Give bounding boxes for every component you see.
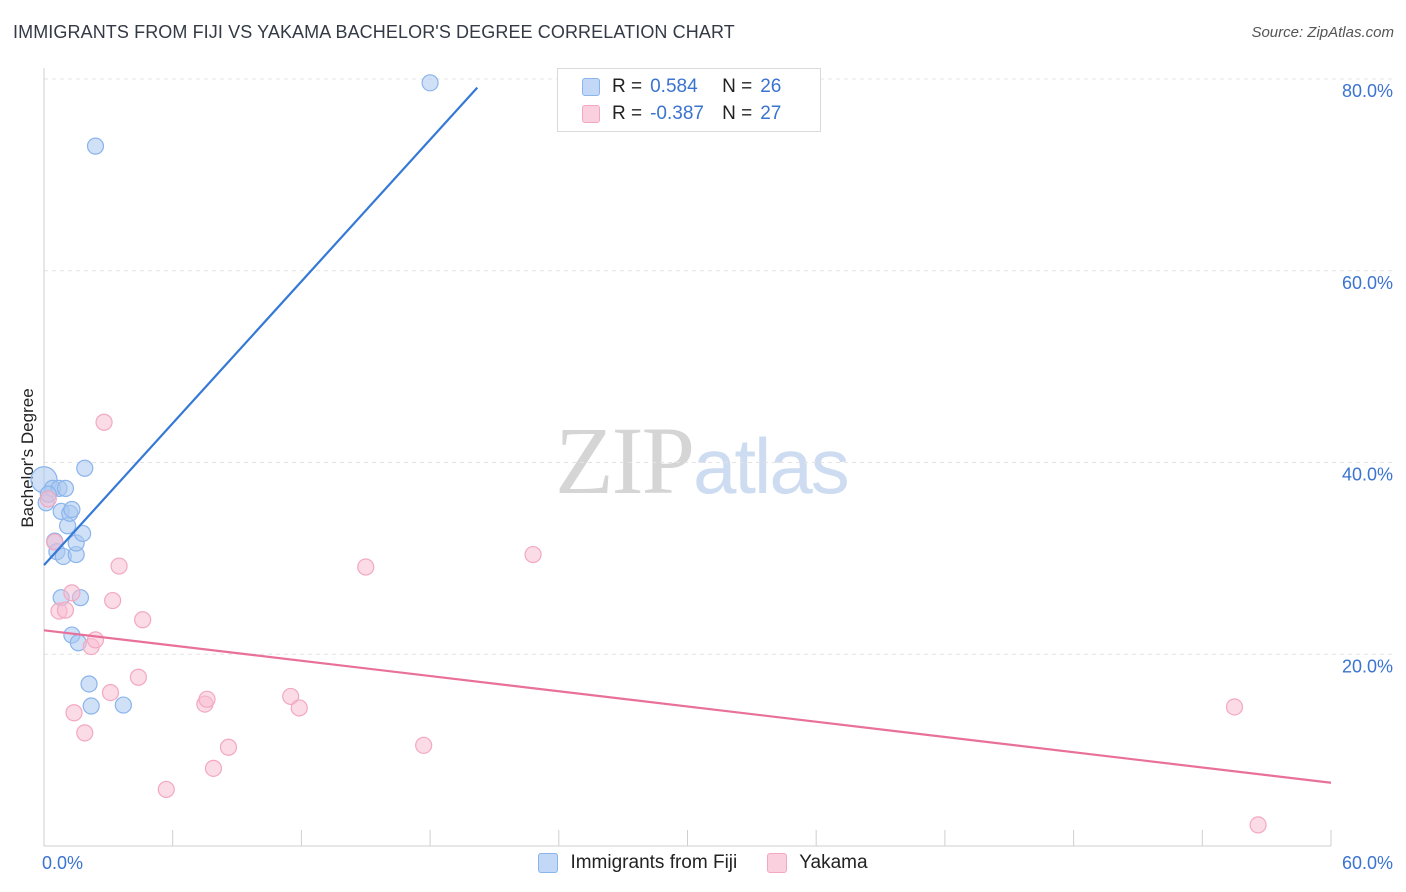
fiji-swatch: [582, 78, 600, 96]
yakama-point-24: [524, 545, 542, 564]
y-tick-label-80: 80.0%: [1342, 81, 1393, 101]
yakama-point-21: [290, 699, 308, 717]
yakama-point-5: [65, 704, 83, 722]
fiji-trend-line: [43, 86, 479, 566]
yakama-point-10: [101, 683, 120, 702]
fiji-point-24: [421, 74, 439, 92]
yakama-point-25: [1225, 698, 1244, 716]
yakama-point-3: [56, 601, 75, 619]
yakama-point-9: [95, 413, 113, 431]
x-tick-label-max: 60.0%: [1342, 853, 1393, 873]
legend-fiji-label: Immigrants from Fiji: [570, 852, 738, 873]
fiji-r-label: R =: [612, 76, 643, 97]
yakama-point-0: [39, 490, 57, 508]
fiji-point-18: [74, 524, 92, 543]
yakama-r-value: -0.387: [650, 103, 704, 124]
y-tick-label-20: 20.0%: [1342, 656, 1393, 676]
chart-title: IMMIGRANTS FROM FIJI VS YAKAMA BACHELOR'…: [13, 22, 735, 42]
yakama-point-12: [110, 557, 128, 575]
yakama-point-4: [63, 584, 81, 602]
fiji-n-label: N =: [722, 76, 753, 97]
source-label: Source: ZipAtlas.com: [1251, 24, 1394, 41]
fiji-n-value: 26: [760, 76, 782, 97]
yakama-point-1: [46, 533, 64, 551]
series-legend: Immigrants from Fiji Yakama: [0, 852, 1406, 874]
yakama-point-6: [76, 724, 94, 742]
yakama-swatch: [582, 105, 600, 123]
x-tick-label-min: 0.0%: [42, 853, 83, 873]
yakama-point-23: [415, 736, 433, 754]
correlation-legend: R = 0.584 N = 26 R = -0.387 N = 27: [557, 68, 821, 132]
legend-row-yakama: R = -0.387 N = 27: [582, 101, 781, 127]
yakama-n-value: 27: [760, 103, 782, 124]
yakama-point-17: [198, 690, 216, 708]
yakama-point-26: [1249, 816, 1267, 834]
fiji-point-23: [114, 696, 132, 714]
fiji-point-22: [86, 137, 105, 155]
yakama-point-8: [86, 631, 105, 649]
yakama-point-22: [357, 558, 375, 576]
watermark-zip: ZIP: [555, 407, 695, 514]
legend-yakama-label: Yakama: [799, 852, 868, 873]
fiji-point-20: [80, 675, 98, 693]
yakama-point-18: [204, 759, 223, 777]
fiji-point-13: [63, 500, 81, 519]
y-tick-label-60: 60.0%: [1342, 273, 1393, 293]
fiji-point-21: [82, 697, 100, 715]
fiji-point-19: [76, 459, 94, 477]
yakama-point-11: [104, 591, 122, 610]
yakama-point-15: [157, 780, 175, 799]
legend-yakama-swatch: [767, 853, 788, 873]
legend-item-fiji[interactable]: Immigrants from Fiji: [538, 852, 737, 874]
legend-item-yakama[interactable]: Yakama: [767, 852, 868, 874]
yakama-n-label: N =: [722, 103, 753, 124]
fiji-point-9: [56, 479, 75, 497]
legend-fiji-swatch: [538, 853, 559, 873]
watermark: ZIPatlas: [555, 405, 850, 516]
watermark-atlas: atlas: [693, 422, 850, 510]
yakama-point-19: [219, 738, 238, 756]
y-tick-label-40: 40.0%: [1342, 465, 1393, 485]
yakama-trend-line: [43, 629, 1332, 784]
fiji-r-value: 0.584: [650, 76, 698, 97]
legend-row-fiji: R = 0.584 N = 26: [582, 74, 781, 100]
yakama-point-13: [129, 668, 147, 686]
yakama-point-14: [134, 611, 152, 629]
yakama-r-label: R =: [612, 103, 643, 124]
yakama-point-20: [282, 687, 300, 706]
